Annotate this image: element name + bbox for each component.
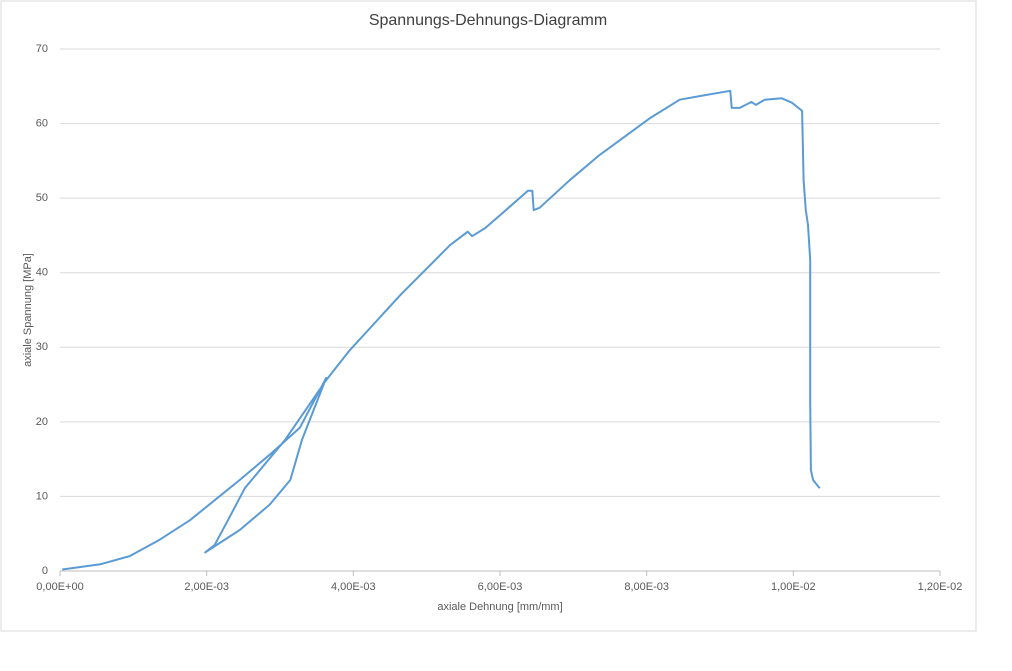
x-tick-label: 2,00E-03 — [184, 581, 229, 593]
x-tick-label: 8,00E-03 — [624, 581, 669, 593]
y-tick-label: 20 — [36, 416, 48, 428]
chart-title: Spannungs-Dehnungs-Diagramm — [369, 12, 607, 29]
y-tick-label: 0 — [42, 565, 48, 577]
chart-frame — [0, 0, 977, 632]
x-tick-label: 1,20E-02 — [918, 581, 963, 593]
y-tick-label: 70 — [36, 43, 48, 55]
y-axis-label: axiale Spannung [MPa] — [22, 253, 34, 367]
y-tick-label: 50 — [36, 192, 48, 204]
x-tick-label: 1,00E-02 — [771, 581, 816, 593]
y-tick-label: 30 — [36, 341, 48, 353]
data-line — [62, 89, 821, 571]
x-tick-label: 0,00E+00 — [36, 581, 83, 593]
x-tick-label: 6,00E-03 — [478, 581, 523, 593]
x-tick-label: 4,00E-03 — [331, 581, 376, 593]
x-axis-label: axiale Dehnung [mm/mm] — [437, 601, 562, 613]
y-tick-label: 60 — [36, 117, 48, 129]
y-tick-label: 40 — [36, 267, 48, 279]
y-tick-label: 10 — [36, 490, 48, 502]
